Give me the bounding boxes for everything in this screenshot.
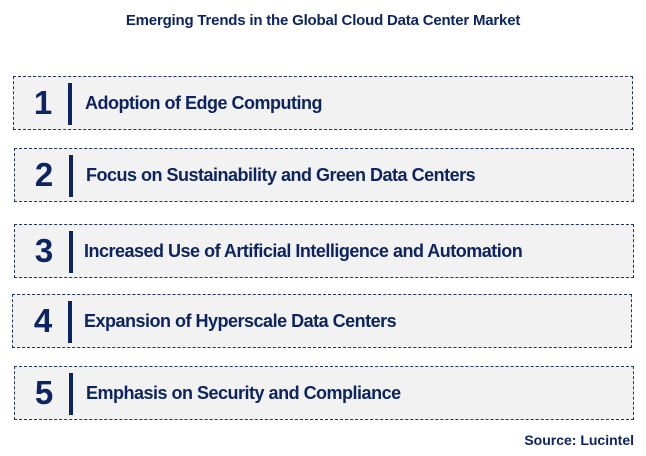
trend-number: 2 (34, 156, 54, 193)
trend-item-2: 2 Focus on Sustainability and Green Data… (14, 148, 634, 202)
trend-number: 5 (34, 374, 54, 411)
divider-bar (69, 155, 73, 197)
trend-number: 3 (34, 232, 54, 269)
divider-bar (69, 231, 73, 273)
trend-label: Expansion of Hyperscale Data Centers (84, 310, 397, 331)
trend-label: Focus on Sustainability and Green Data C… (86, 164, 476, 185)
diagram-title: Emerging Trends in the Global Cloud Data… (125, 12, 521, 29)
source-credit: Source: Lucintel (524, 432, 634, 448)
divider-bar (68, 83, 72, 125)
trend-item-1: 1 Adoption of Edge Computing (13, 76, 633, 130)
trend-item-5: 5 Emphasis on Security and Compliance (14, 366, 634, 420)
divider-bar (68, 301, 72, 343)
divider-bar (69, 373, 73, 415)
trend-item-4: 4 Expansion of Hyperscale Data Centers (12, 294, 632, 348)
trend-label: Emphasis on Security and Compliance (86, 382, 401, 403)
trend-label: Increased Use of Artificial Intelligence… (84, 240, 523, 261)
trend-number: 4 (33, 302, 53, 339)
trend-number: 1 (33, 84, 53, 121)
trend-label: Adoption of Edge Computing (85, 92, 322, 113)
trend-item-3: 3 Increased Use of Artificial Intelligen… (14, 224, 634, 278)
